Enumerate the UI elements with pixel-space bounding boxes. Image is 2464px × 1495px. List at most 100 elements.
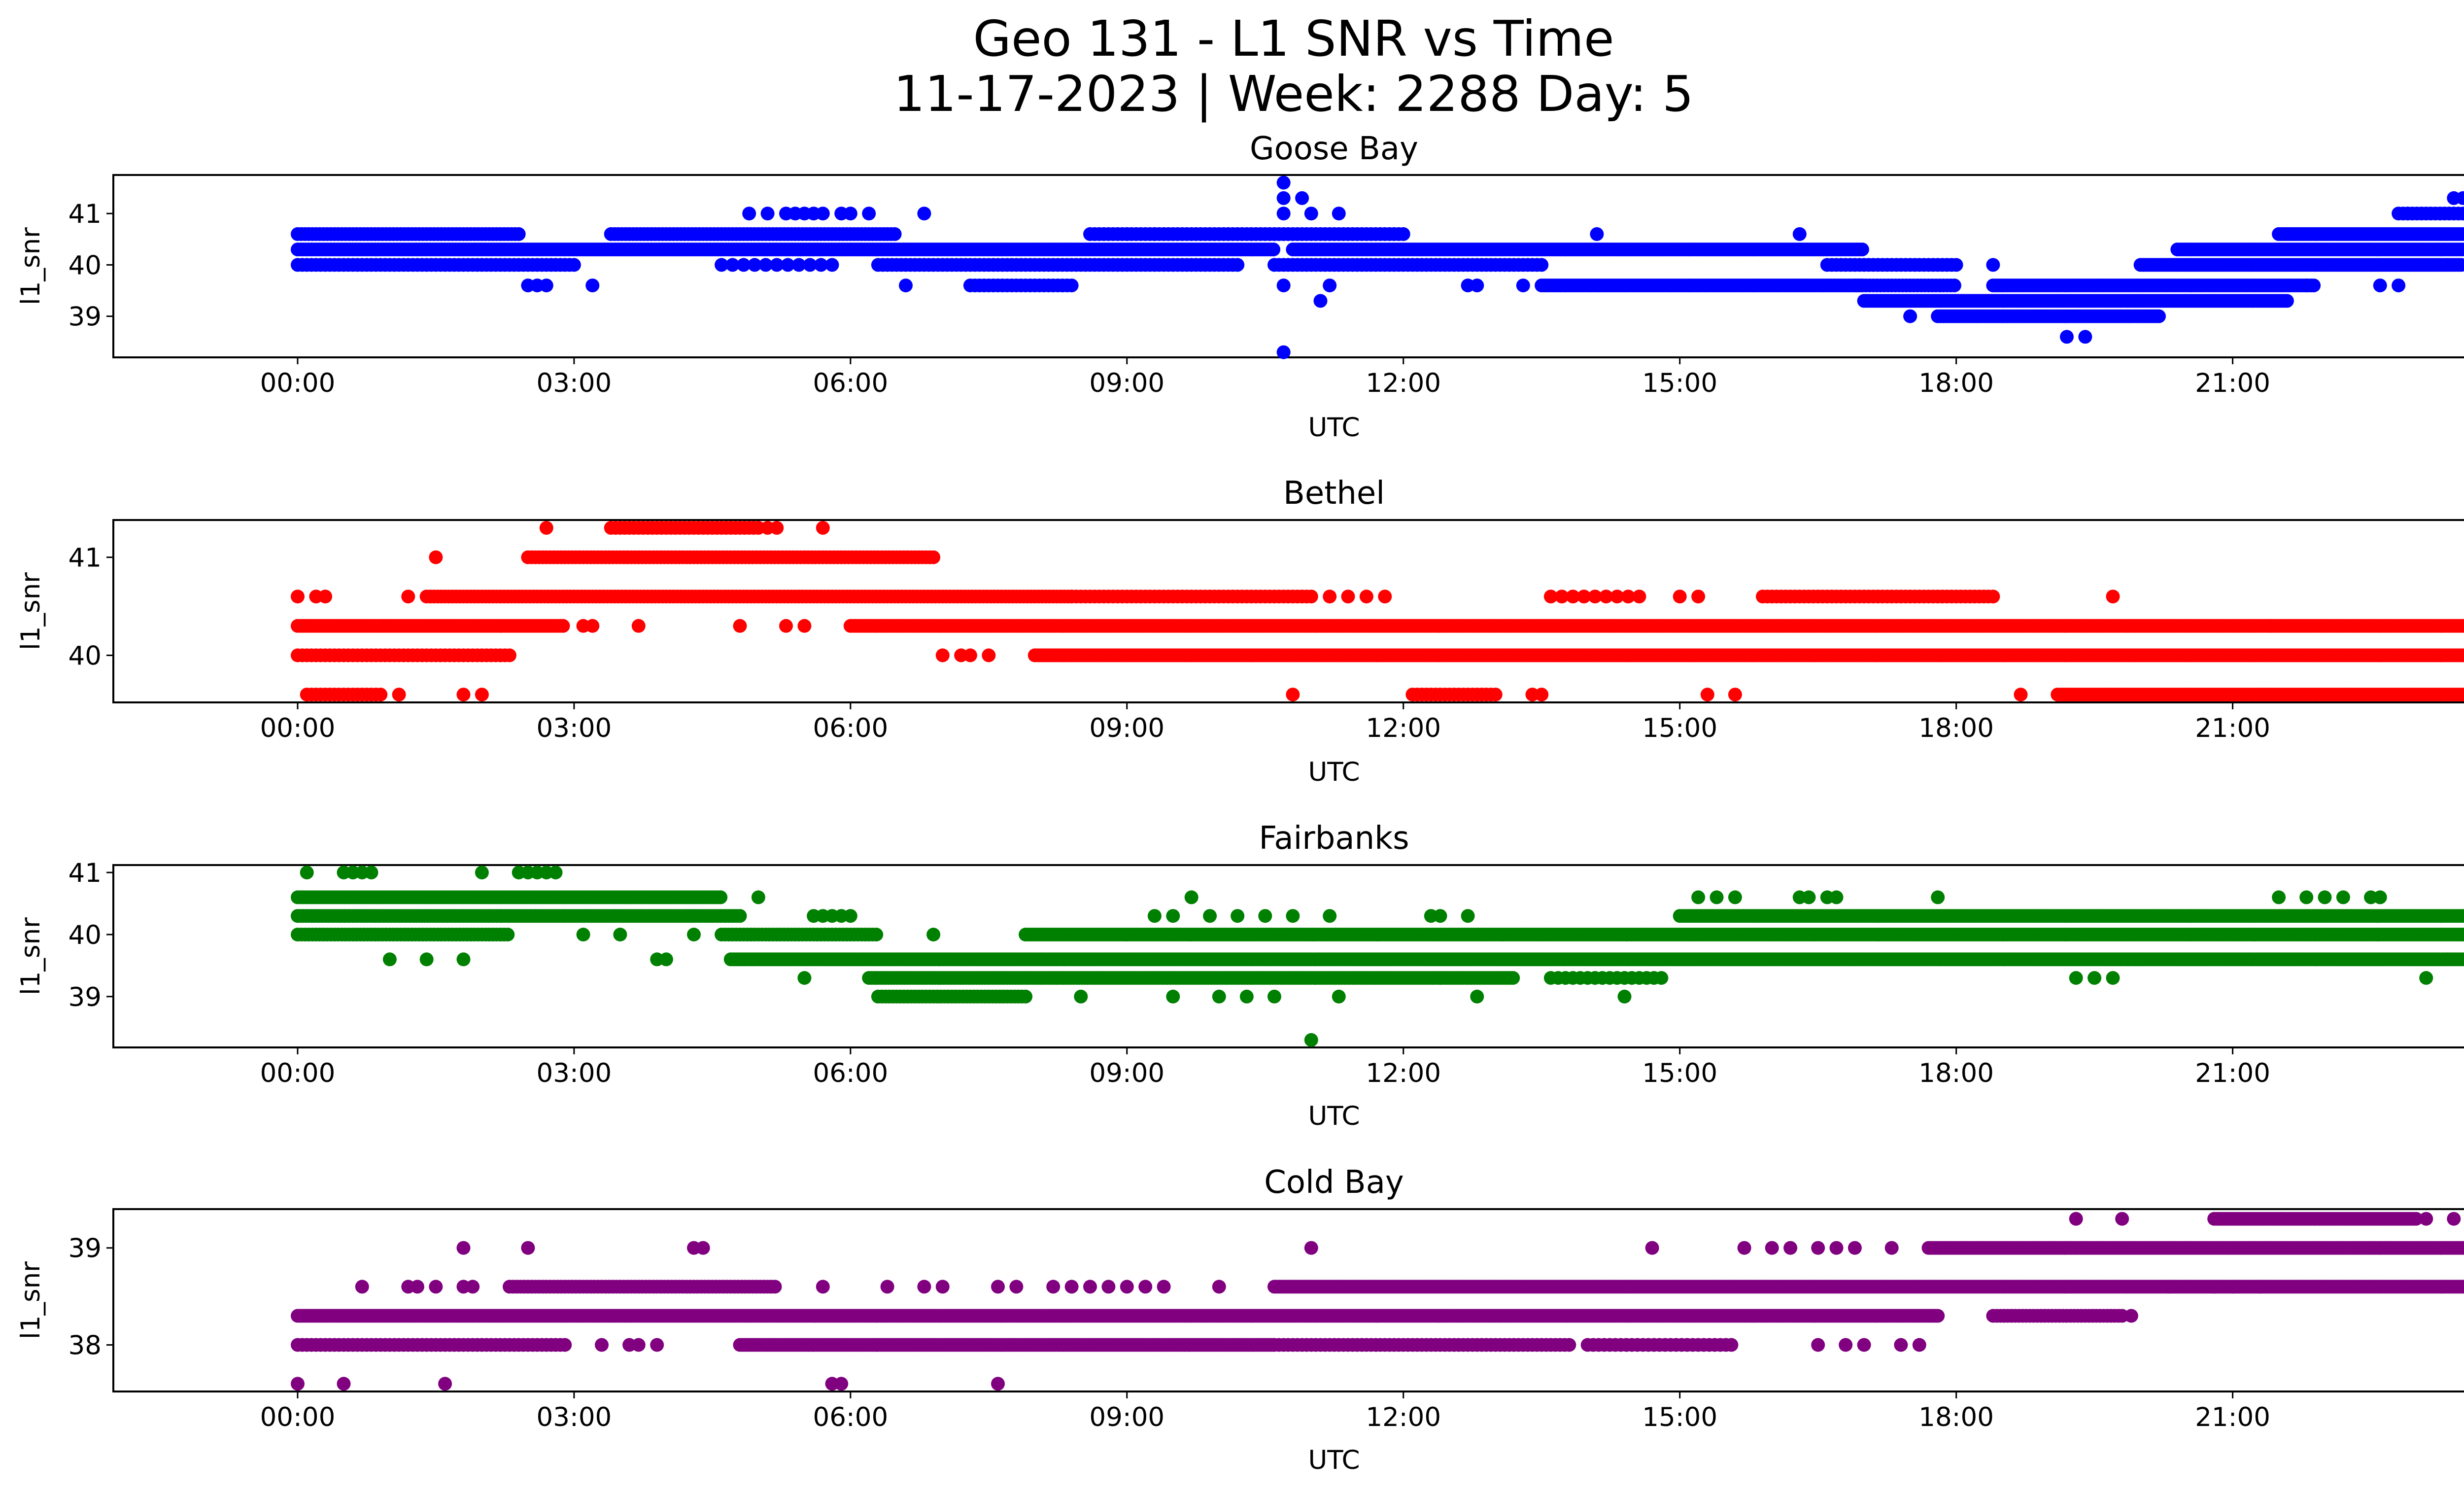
data-point [1855,243,1869,257]
data-point [456,688,471,702]
data-point [1120,227,1134,241]
data-point [1947,278,1961,293]
y-axis: 39 40 41 [68,199,113,332]
data-point [781,258,795,272]
x-axis: 00:00 03:00 06:00 09:00 12:00 15:00 18:00 21:00… [260,357,2270,398]
data-point [291,590,305,604]
data-point [1304,590,1318,604]
x-tick-label: 12:00 [1366,713,1441,743]
data-point [816,207,830,221]
data-point [758,258,773,272]
figure-title-line2: 11-17-2023 | Week: 2288 Day: 5 [893,65,1693,123]
x-axis-label: UTC [1308,757,1360,787]
data-point [2078,330,2092,344]
data-point [1535,688,1549,702]
data-point [2152,309,2166,323]
data-point [1341,590,1355,604]
panel-title: Goose Bay [1250,131,1418,167]
x-tick-label: 00:00 [260,713,336,743]
y-tick-label: 40 [68,641,102,671]
data-point [1986,258,2000,272]
data-point [792,258,806,272]
x-tick-label: 18:00 [1918,713,1994,743]
data-point [770,521,784,535]
data-point [1064,278,1079,293]
data-point [2014,688,2028,702]
y-tick-label: 39 [68,302,102,332]
data-point [539,521,553,535]
x-tick-label: 00:00 [260,368,336,398]
data-point [814,258,828,272]
x-tick-label: 09:00 [1089,713,1164,743]
plot-frame [112,174,2464,358]
x-tick-label: 21:00 [2195,713,2270,743]
data-point [2456,191,2464,205]
data-point [1470,278,1484,293]
x-tick-label: 03:00 [537,713,612,743]
data-point [567,258,581,272]
data-point [1949,258,1963,272]
data-point [1516,278,1530,293]
x-axis-label: UTC [1308,413,1360,443]
data-point [770,258,784,272]
data-point [982,648,996,662]
data-point [1728,688,1742,702]
data-points [291,521,2464,702]
y-axis-label: l1_snr [16,572,46,650]
panel-title: Fairbanks [1259,820,1409,857]
data-point [374,688,388,702]
data-point [2299,278,2314,293]
data-point [2106,590,2120,604]
data-point [1286,688,1300,702]
x-tick-label: 18:00 [1918,368,1994,398]
data-point [888,227,902,241]
data-point [1276,345,1291,359]
data-point [1231,258,1245,272]
data-point [1276,175,1291,190]
data-point [2060,330,2074,344]
data-point [748,258,762,272]
figure-title-line1: Geo 131 - L1 SNR vs Time [973,10,1614,68]
data-point [1691,590,1706,604]
data-point [714,890,728,904]
data-point [862,207,876,221]
data-point [2463,230,2464,239]
data-point [2460,228,2464,241]
plot-frame [112,519,2464,703]
y-tick-label: 41 [68,199,102,229]
data-point [1488,688,1503,702]
data-points [291,175,2464,359]
data-point [1323,590,1337,604]
data-point [2373,278,2387,293]
panel-title: Bethel [1283,475,1385,512]
data-point [963,648,977,662]
data-point [1396,227,1410,241]
x-tick-label: 21:00 [2195,368,2270,398]
data-point [1378,590,1392,604]
data-point [1276,207,1291,221]
data-point [512,227,526,241]
data-point [1323,278,1337,293]
data-point [2454,258,2464,272]
data-point [1673,590,1687,604]
data-point [1276,278,1291,293]
y-tick-label: 40 [68,250,102,280]
y-axis-label: l1_snr [16,227,46,305]
data-point [2461,243,2464,255]
data-point [869,928,884,941]
data-point [1700,688,1714,702]
data-point [1147,227,1162,241]
data-point [429,550,443,564]
data-point [501,928,515,941]
data-point [1332,207,1346,221]
data-point [816,521,830,535]
data-point [2392,278,2406,293]
x-tick-label: 15:00 [1642,368,1717,398]
data-point [1313,294,1328,308]
x-tick-label: 06:00 [813,368,888,398]
data-point [926,550,941,564]
data-point [779,619,793,633]
data-point [733,909,747,923]
data-point [556,619,570,633]
